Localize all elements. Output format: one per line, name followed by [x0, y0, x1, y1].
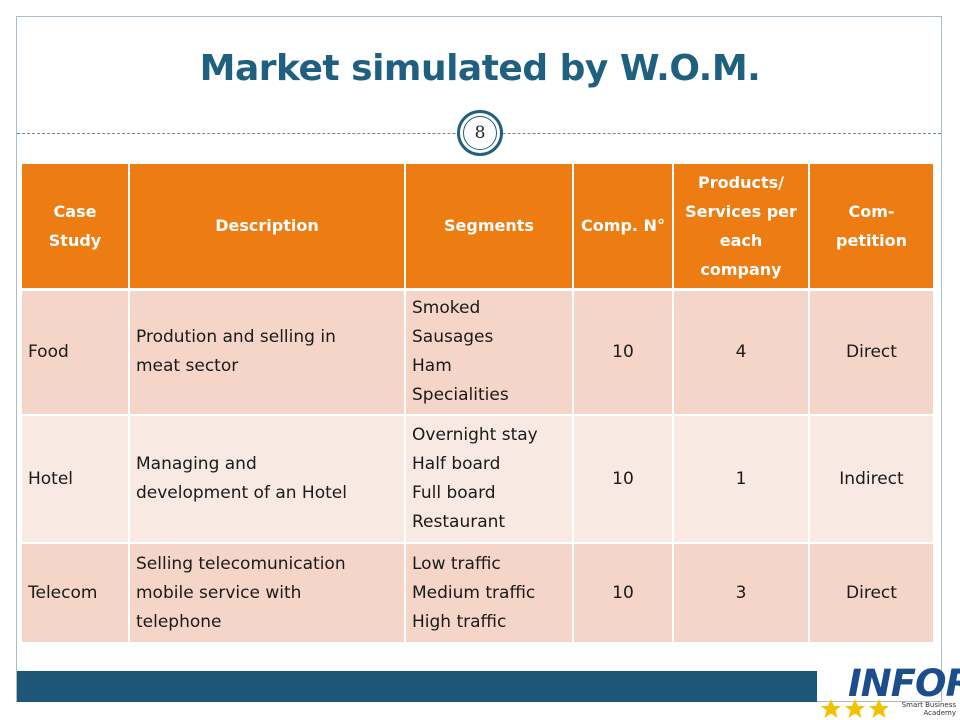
cell-description: Prodution and selling in meat sector	[129, 289, 406, 416]
segment-item: Ham	[412, 356, 452, 377]
cell-products: 4	[673, 289, 810, 416]
cell-segments: Overnight stay Half board Full board Res…	[405, 415, 574, 544]
header-case-study: Case Study	[22, 164, 130, 291]
stars-icon	[821, 699, 889, 718]
segment-item: Full board	[412, 483, 496, 503]
segment-item: Medium traffic	[412, 582, 536, 603]
segment-item: Low traffic	[412, 553, 501, 574]
segment-item: Specialities	[412, 385, 509, 406]
case-study-table: Case Study Description Segments Comp. N°…	[22, 164, 933, 644]
table-row: Hotel Managing and development of an Hot…	[22, 415, 933, 544]
footer-bar	[17, 671, 817, 702]
description-line: meat sector	[136, 356, 239, 377]
description-line: Prodution and selling in	[136, 327, 336, 348]
page-number: 8	[463, 116, 497, 150]
cell-comp-n: 10	[573, 415, 674, 544]
segment-item: Overnight stay	[412, 425, 538, 445]
description-line: mobile service with	[136, 582, 302, 603]
segment-item: Smoked	[412, 298, 481, 319]
cell-case-study: Food	[22, 289, 130, 416]
header-products-services: Products/ Services per each company	[673, 164, 810, 291]
segment-item: Half board	[412, 454, 501, 474]
cell-segments: Low traffic Medium traffic High traffic	[405, 543, 574, 644]
header-comp-n: Comp. N°	[573, 164, 674, 291]
table-header-row: Case Study Description Segments Comp. N°…	[22, 164, 933, 291]
slide-title: Market simulated by W.O.M.	[199, 48, 761, 89]
cell-case-study: Telecom	[22, 543, 130, 644]
header-description: Description	[129, 164, 406, 291]
description-line: development of an Hotel	[136, 483, 347, 503]
description-line: Managing and	[136, 454, 257, 474]
cell-competition: Indirect	[809, 415, 933, 544]
cell-products: 3	[673, 543, 810, 644]
cell-comp-n: 10	[573, 543, 674, 644]
cell-competition: Direct	[809, 543, 933, 644]
cell-description: Selling telecomunication mobile service …	[129, 543, 406, 644]
logo-tagline: Smart Business Academy	[901, 701, 956, 717]
table-row: Food Prodution and selling in meat secto…	[22, 289, 933, 416]
header-competition: Com- petition	[809, 164, 933, 291]
page-number-badge: 8	[457, 110, 503, 156]
cell-products: 1	[673, 415, 810, 544]
cell-segments: Smoked Sausages Ham Specialities	[405, 289, 574, 416]
infor-logo: INFOR Smart Business Academy	[818, 660, 960, 720]
segment-item: Restaurant	[412, 512, 506, 532]
table-row: Telecom Selling telecomunication mobile …	[22, 543, 933, 644]
description-line: telephone	[136, 611, 222, 632]
cell-case-study: Hotel	[22, 415, 130, 544]
segment-item: High traffic	[412, 611, 507, 632]
description-line: Selling telecomunication	[136, 553, 346, 574]
cell-description: Managing and development of an Hotel	[129, 415, 406, 544]
cell-comp-n: 10	[573, 289, 674, 416]
cell-competition: Direct	[809, 289, 933, 416]
header-segments: Segments	[405, 164, 574, 291]
logo-wordmark: INFOR	[848, 662, 960, 705]
segment-item: Sausages	[412, 327, 494, 348]
